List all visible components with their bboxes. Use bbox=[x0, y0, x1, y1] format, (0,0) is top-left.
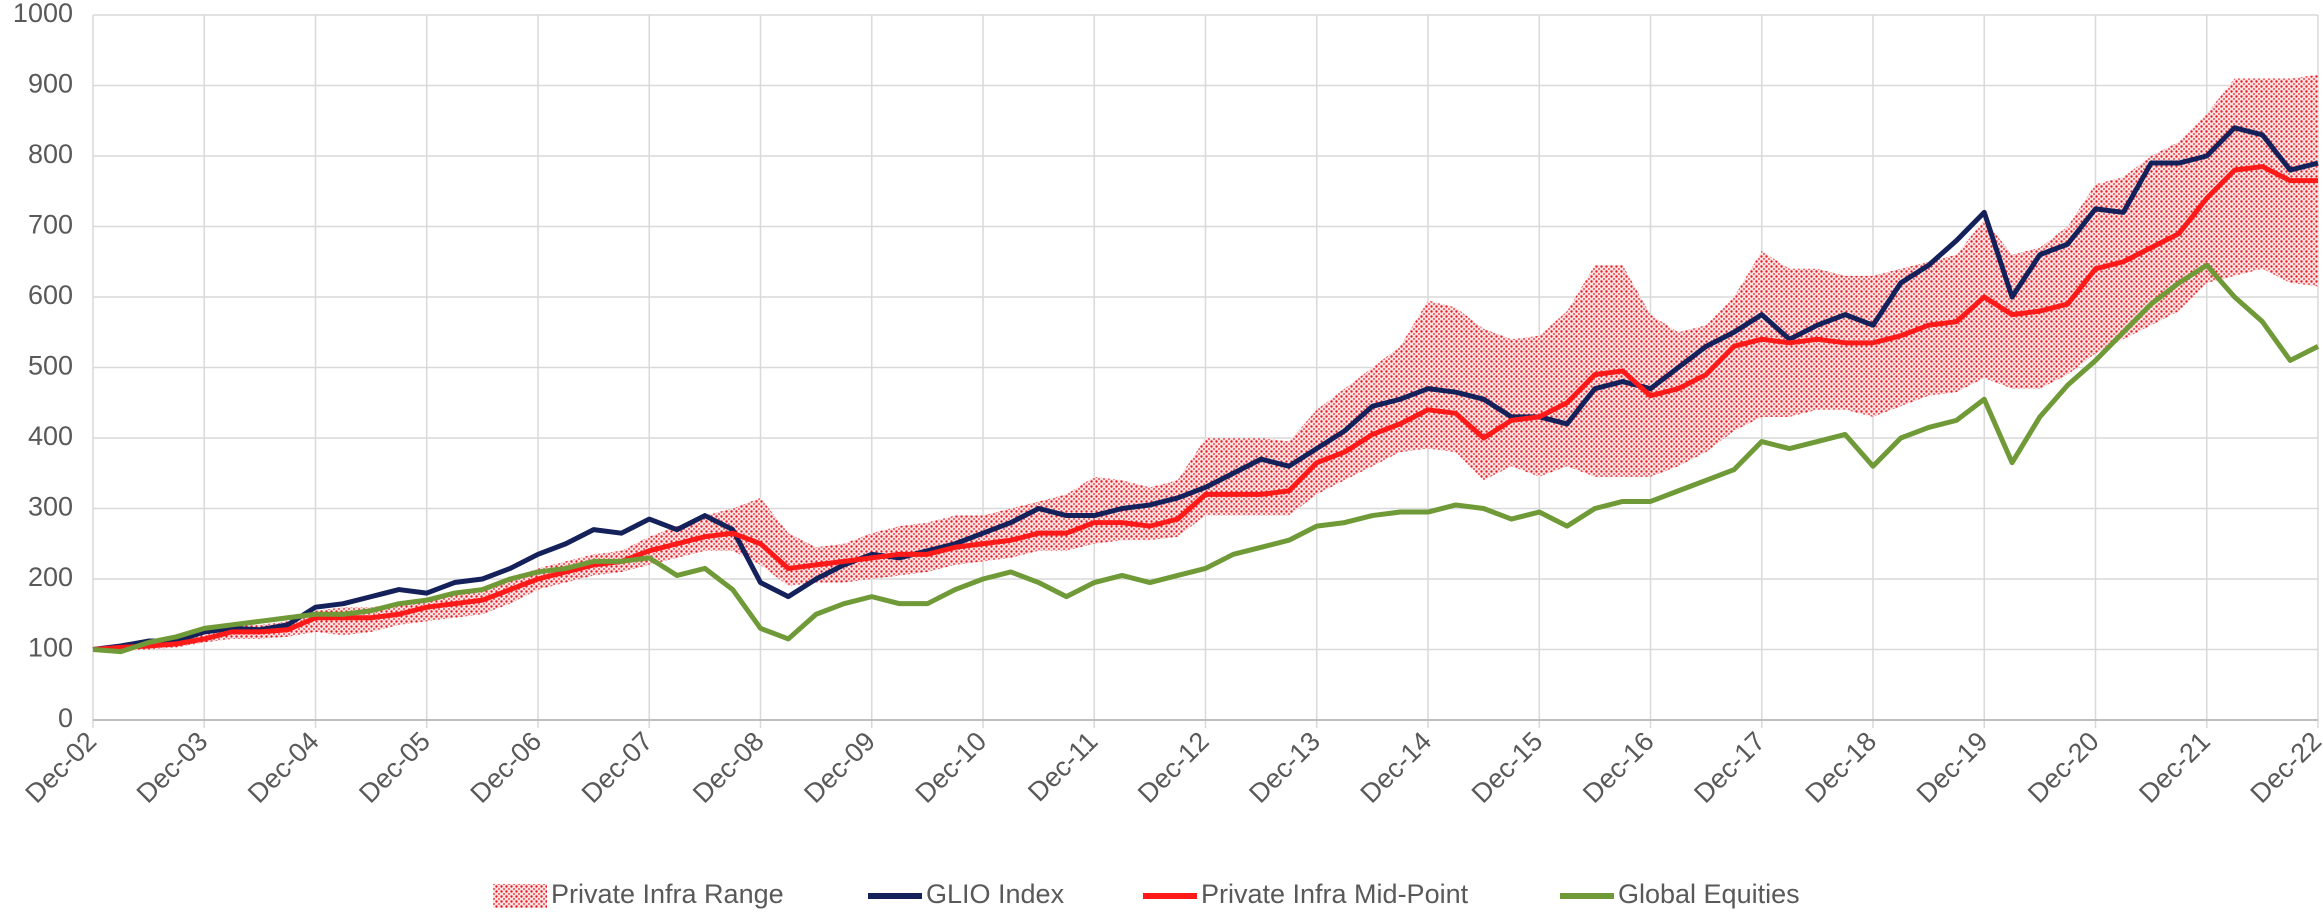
y-tick-label: 600 bbox=[28, 280, 73, 310]
y-tick-label: 800 bbox=[28, 139, 73, 169]
legend-label: Private Infra Range bbox=[551, 879, 784, 909]
range-area bbox=[93, 74, 2318, 651]
y-tick-label: 300 bbox=[28, 492, 73, 522]
x-tick-label: Dec-08 bbox=[687, 726, 770, 809]
series-line bbox=[92, 262, 2320, 655]
x-tick-label: Dec-02 bbox=[20, 726, 103, 809]
x-tick-label: Dec-10 bbox=[910, 726, 993, 809]
x-tick-label: Dec-15 bbox=[1466, 726, 1549, 809]
x-tick-label: Dec-12 bbox=[1132, 726, 1215, 809]
x-tick-label: Dec-19 bbox=[1911, 726, 1994, 809]
legend-label: GLIO Index bbox=[926, 879, 1065, 909]
legend-label: Global Equities bbox=[1618, 879, 1800, 909]
x-tick-label: Dec-18 bbox=[1800, 726, 1883, 809]
y-tick-label: 500 bbox=[28, 351, 73, 381]
x-tick-label: Dec-17 bbox=[1688, 726, 1771, 809]
x-tick-label: Dec-03 bbox=[131, 726, 214, 809]
y-tick-label: 900 bbox=[28, 69, 73, 99]
legend: Private Infra Range GLIO Index Private Inf… bbox=[493, 879, 1800, 909]
x-tick-label: Dec-20 bbox=[2022, 726, 2105, 809]
legend-swatch bbox=[493, 884, 547, 908]
y-tick-label: 400 bbox=[28, 421, 73, 451]
y-tick-label: 700 bbox=[28, 210, 73, 240]
y-tick-label: 1000 bbox=[13, 0, 73, 28]
x-tick-label: Dec-11 bbox=[1022, 726, 1103, 807]
y-tick-label: 0 bbox=[58, 703, 73, 733]
marks bbox=[92, 74, 2320, 655]
series-line bbox=[92, 164, 2318, 652]
x-tick-label: Dec-13 bbox=[1243, 726, 1326, 809]
x-tick-label: Dec-05 bbox=[353, 726, 436, 809]
x-tick-label: Dec-21 bbox=[2133, 726, 2216, 809]
x-tick-label: Dec-14 bbox=[1355, 726, 1438, 809]
y-tick-label: 200 bbox=[28, 562, 73, 592]
x-tick-label: Dec-06 bbox=[465, 726, 548, 809]
series-line bbox=[92, 125, 2319, 652]
x-tick-label: Dec-07 bbox=[576, 726, 659, 809]
legend-label: Private Infra Mid-Point bbox=[1201, 879, 1469, 909]
x-tick-label: Dec-04 bbox=[242, 726, 325, 809]
x-tick-label: Dec-16 bbox=[1577, 726, 1660, 809]
x-tick-label: Dec-22 bbox=[2245, 726, 2323, 809]
x-tick-label: Dec-09 bbox=[798, 726, 881, 809]
y-tick-label: 100 bbox=[28, 633, 73, 663]
